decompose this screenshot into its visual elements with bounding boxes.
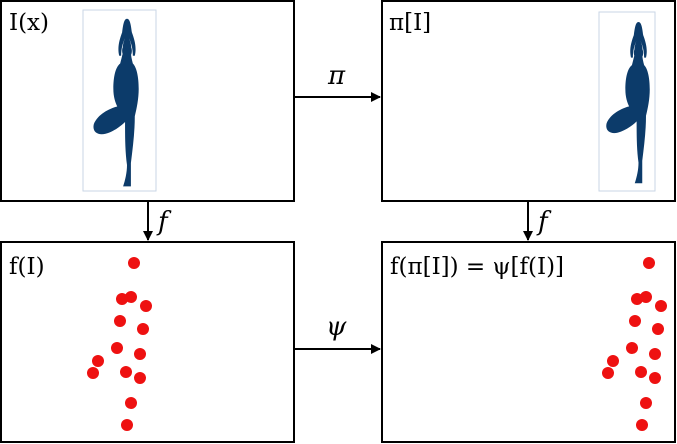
keypoint xyxy=(125,397,137,409)
keypoint xyxy=(128,257,140,269)
keypoint xyxy=(652,323,664,335)
keypoint xyxy=(116,293,128,305)
keypoint xyxy=(636,419,648,431)
keypoint xyxy=(140,300,152,312)
keypoint xyxy=(87,367,99,379)
keypoint xyxy=(629,315,641,327)
transformed-image-box: π[I] xyxy=(382,1,675,201)
keypoint xyxy=(121,419,133,431)
keypoint xyxy=(111,342,123,354)
keypoint xyxy=(92,355,104,367)
pi-arrow: π xyxy=(295,61,380,97)
psi-arrow: ψ xyxy=(295,312,380,349)
keypoint xyxy=(655,300,667,312)
input-image-box: I(x) xyxy=(1,1,294,201)
f-arrow-left: f xyxy=(148,202,172,240)
transformed-features-box: f(π[I]) = ψ[f(I)] xyxy=(382,242,675,442)
keypoint xyxy=(640,397,652,409)
f-arrow-right: f xyxy=(528,202,552,240)
keypoint xyxy=(134,372,146,384)
psi-label: ψ xyxy=(326,312,347,342)
keypoint xyxy=(643,257,655,269)
keypoint xyxy=(137,323,149,335)
features-box: f(I) xyxy=(1,242,294,442)
keypoint xyxy=(114,315,126,327)
keypoint xyxy=(607,355,619,367)
keypoint xyxy=(120,366,132,378)
keypoint xyxy=(635,366,647,378)
transformed-label: π[I] xyxy=(389,10,431,36)
keypoint xyxy=(631,293,643,305)
keypoint xyxy=(649,348,661,360)
keypoint xyxy=(626,342,638,354)
features-label: f(I) xyxy=(9,254,45,280)
keypoint xyxy=(134,348,146,360)
keypoint xyxy=(602,367,614,379)
transformed-features-label: f(π[I]) = ψ[f(I)] xyxy=(390,254,564,280)
f-label-left: f xyxy=(156,207,172,237)
input-label: I(x) xyxy=(9,10,49,36)
pi-label: π xyxy=(327,61,346,91)
keypoint xyxy=(649,372,661,384)
f-label-right: f xyxy=(536,207,552,237)
